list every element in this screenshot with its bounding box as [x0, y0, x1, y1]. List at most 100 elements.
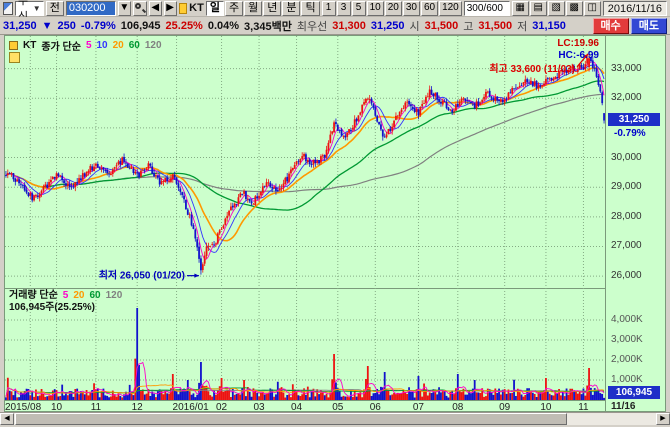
chart-layout-icon[interactable]: ▤ [529, 0, 547, 16]
interval-button-5[interactable]: 5 [351, 0, 366, 16]
hc-value: HC:-6.99 [558, 50, 599, 61]
period-button-1[interactable]: 일 [205, 0, 224, 16]
end-date-label: 11/16 [611, 401, 636, 412]
app-icon[interactable] [3, 1, 14, 15]
volume-pane[interactable] [5, 288, 605, 400]
current-change-marker: -0.79% [614, 128, 646, 140]
volume-axis-tick: 1,000K [611, 374, 643, 385]
ma-period-label: 10 [96, 40, 108, 51]
interval-button-3[interactable]: 3 [336, 0, 351, 16]
x-axis-label: 2015/08 [5, 402, 42, 413]
interval-button-10[interactable]: 10 [366, 0, 384, 16]
interval-button-120[interactable]: 120 [439, 0, 462, 16]
chevron-down-icon: ▼ [32, 3, 41, 13]
chart-scrollbar: ◀ ▶ [0, 412, 670, 425]
buy-button[interactable]: 매수 [592, 17, 629, 34]
sell-button[interactable]: 매도 [630, 17, 667, 34]
code-dropdown-button[interactable]: ▼ [117, 0, 131, 16]
period-button-2[interactable]: 주 [224, 0, 244, 16]
current-volume-marker: 106,945 [608, 386, 660, 399]
x-axis-label: 11 [578, 402, 589, 413]
price-legend-title: 종가 단순 [41, 42, 81, 53]
interval-button-20[interactable]: 20 [384, 0, 402, 16]
price-axis-tick: 27,000 [611, 240, 642, 252]
split-view-icon[interactable]: ◫ [583, 0, 601, 16]
interval-button-60[interactable]: 60 [420, 0, 439, 16]
best-bid: 31,250 [370, 19, 405, 32]
ma-period-label: 120 [105, 290, 123, 301]
search-icon [134, 2, 146, 14]
price-axis-tick: 28,000 [611, 210, 642, 222]
volume-axis-tick: 3,000K [611, 334, 643, 345]
price-axis-tick: 30,000 [611, 151, 642, 163]
draw-tool-icon[interactable]: ▧ [547, 0, 565, 16]
x-axis-label: 06 [369, 402, 381, 413]
x-axis-label: 04 [290, 402, 303, 413]
volume-legend: 거래량 단순 5 20 60 120 106,945주(25.25%) [9, 290, 122, 314]
x-axis-label: 09 [499, 402, 511, 413]
current-price: 31,250 [3, 19, 37, 32]
chart-grid-icon[interactable]: ▦ [511, 0, 529, 16]
x-axis: 2015/08 10 11 12 2016/01 02 03 04 05 06 07 08 09 10 11 [5, 400, 605, 413]
x-axis-label: 03 [253, 402, 265, 413]
price-axis-tick: 33,000 [611, 62, 642, 74]
lc-hc-readout: LC:19.96 HC:-6.99 [557, 38, 599, 62]
volume-axis-tick: 2,000K [611, 354, 643, 365]
indicator-icon[interactable]: ▩ [565, 0, 583, 16]
ma-period-label: 60 [89, 290, 101, 301]
quote-strip: 31,250 ▼ 250 -0.79% 106,945 25.25% 0.04%… [0, 17, 670, 35]
price-pane[interactable]: 최고 33,600 (11/03) 최저 26,050 (01/20) [5, 36, 605, 288]
stock-code-input[interactable] [65, 0, 116, 16]
date-display[interactable]: 2016/11/16 [602, 0, 667, 16]
period-button-4[interactable]: 년 [263, 0, 282, 16]
axis-divider [605, 36, 606, 411]
scroll-left-button[interactable]: ◀ [0, 413, 14, 425]
svg-text:최고 33,600 (11/03): 최고 33,600 (11/03) [489, 62, 575, 75]
open-label: 시 [409, 20, 420, 33]
scroll-right-button[interactable]: ▶ [656, 413, 670, 425]
ma-period-label: 5 [85, 40, 92, 51]
current-price-marker: 31,250 [608, 113, 660, 127]
scrollbar-thumb[interactable] [15, 413, 568, 425]
x-axis-label: 2016/01 [172, 402, 209, 413]
price-axis-tick: 26,000 [611, 270, 642, 282]
volume-legend-title: 거래량 단순 [9, 290, 58, 301]
pane-divider [5, 288, 605, 289]
low-price: 31,150 [532, 19, 566, 32]
price-change-pct: -0.79% [80, 19, 116, 32]
turnover-pct: 0.04% [207, 19, 240, 32]
interval-button-1[interactable]: 1 [321, 0, 336, 16]
price-axis: 31,250 -0.79% 106,945 11/16 33,000 32,000… [606, 36, 666, 413]
volume-axis-tick: 4,000K [611, 314, 643, 325]
series-color-icon [9, 41, 18, 50]
asset-type-select[interactable]: 주식 ▼ [15, 0, 44, 23]
search-button[interactable] [132, 0, 147, 16]
prev-stock-button[interactable]: ◀ [148, 0, 162, 16]
x-axis-label: 07 [412, 402, 424, 413]
bar-count-input[interactable] [463, 0, 510, 16]
best-quote-label: 최우선 [296, 20, 328, 33]
chart-tool-icons: ▦ ▤ ▧ ▩ ◫ [511, 0, 601, 16]
memo-icon[interactable] [9, 52, 20, 63]
scrollbar-track[interactable] [14, 413, 656, 425]
ma-period-label: 120 [144, 40, 162, 51]
period-button-3[interactable]: 월 [244, 0, 263, 16]
period-button-5[interactable]: 분 [282, 0, 301, 16]
period-button-6[interactable]: 틱 [301, 0, 320, 16]
all-market-button[interactable]: 전 [45, 0, 64, 16]
price-ma-periods: 5 10 20 60 120 [86, 40, 162, 51]
open-price: 31,500 [424, 19, 459, 32]
chart-plot[interactable]: 최고 33,600 (11/03) 최저 26,050 (01/20) KT 종가… [5, 36, 605, 413]
price-legend: KT 종가 단순 5 10 20 60 120 [9, 38, 162, 53]
best-ask: 31,300 [332, 19, 366, 32]
interval-button-30[interactable]: 30 [402, 0, 420, 16]
chart-area: 최고 33,600 (11/03) 최저 26,050 (01/20) KT 종가… [4, 35, 666, 413]
next-stock-button[interactable]: ▶ [163, 0, 177, 16]
x-axis-label: 08 [452, 402, 464, 413]
x-axis-label: 10 [50, 402, 63, 413]
ma-period-label: 20 [73, 290, 85, 301]
legend-symbol: KT [23, 40, 37, 51]
x-axis-label: 05 [332, 402, 344, 413]
